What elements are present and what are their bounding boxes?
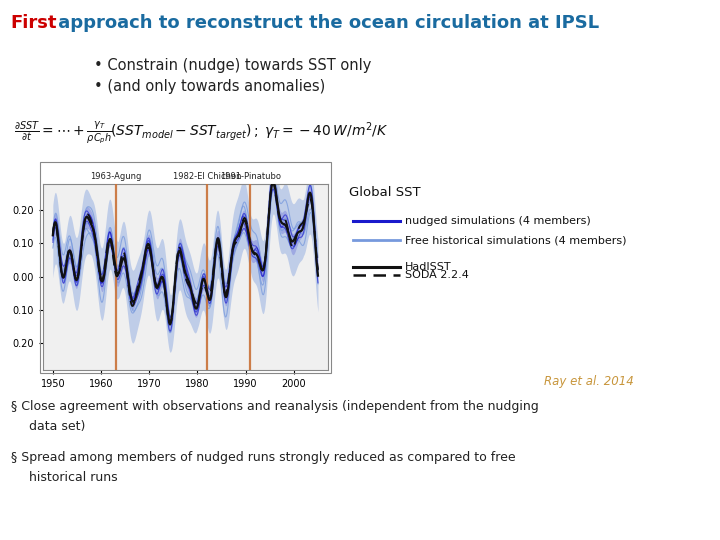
- Text: • Constrain (nudge) towards SST only: • Constrain (nudge) towards SST only: [94, 58, 371, 73]
- Text: approach to reconstruct the ocean circulation at IPSL: approach to reconstruct the ocean circul…: [52, 14, 599, 31]
- Text: historical runs: historical runs: [29, 471, 117, 484]
- Text: § Close agreement with observations and reanalysis (independent from the nudging: § Close agreement with observations and …: [11, 400, 539, 413]
- Text: 1963-Agung: 1963-Agung: [90, 172, 141, 181]
- Text: 1991-Pinatubo: 1991-Pinatubo: [220, 172, 281, 181]
- Text: First: First: [11, 14, 58, 31]
- Text: 1982-El Chichon: 1982-El Chichon: [173, 172, 241, 181]
- Text: data set): data set): [29, 420, 85, 433]
- Text: • (and only towards anomalies): • (and only towards anomalies): [94, 79, 325, 94]
- Text: HadISST: HadISST: [405, 262, 451, 272]
- Text: nudged simulations (4 members): nudged simulations (4 members): [405, 217, 590, 226]
- Text: § Spread among members of nudged runs strongly reduced as compared to free: § Spread among members of nudged runs st…: [11, 451, 516, 464]
- Text: SODA 2.2.4: SODA 2.2.4: [405, 271, 469, 280]
- Text: Free historical simulations (4 members): Free historical simulations (4 members): [405, 235, 626, 245]
- Text: $\frac{\partial SST}{\partial t} = \cdots + \frac{\gamma_T}{\rho C_p h}$$\!\left: $\frac{\partial SST}{\partial t} = \cdot…: [14, 119, 389, 146]
- Text: Ray et al. 2014: Ray et al. 2014: [544, 375, 634, 388]
- Text: Global SST: Global SST: [349, 186, 420, 199]
